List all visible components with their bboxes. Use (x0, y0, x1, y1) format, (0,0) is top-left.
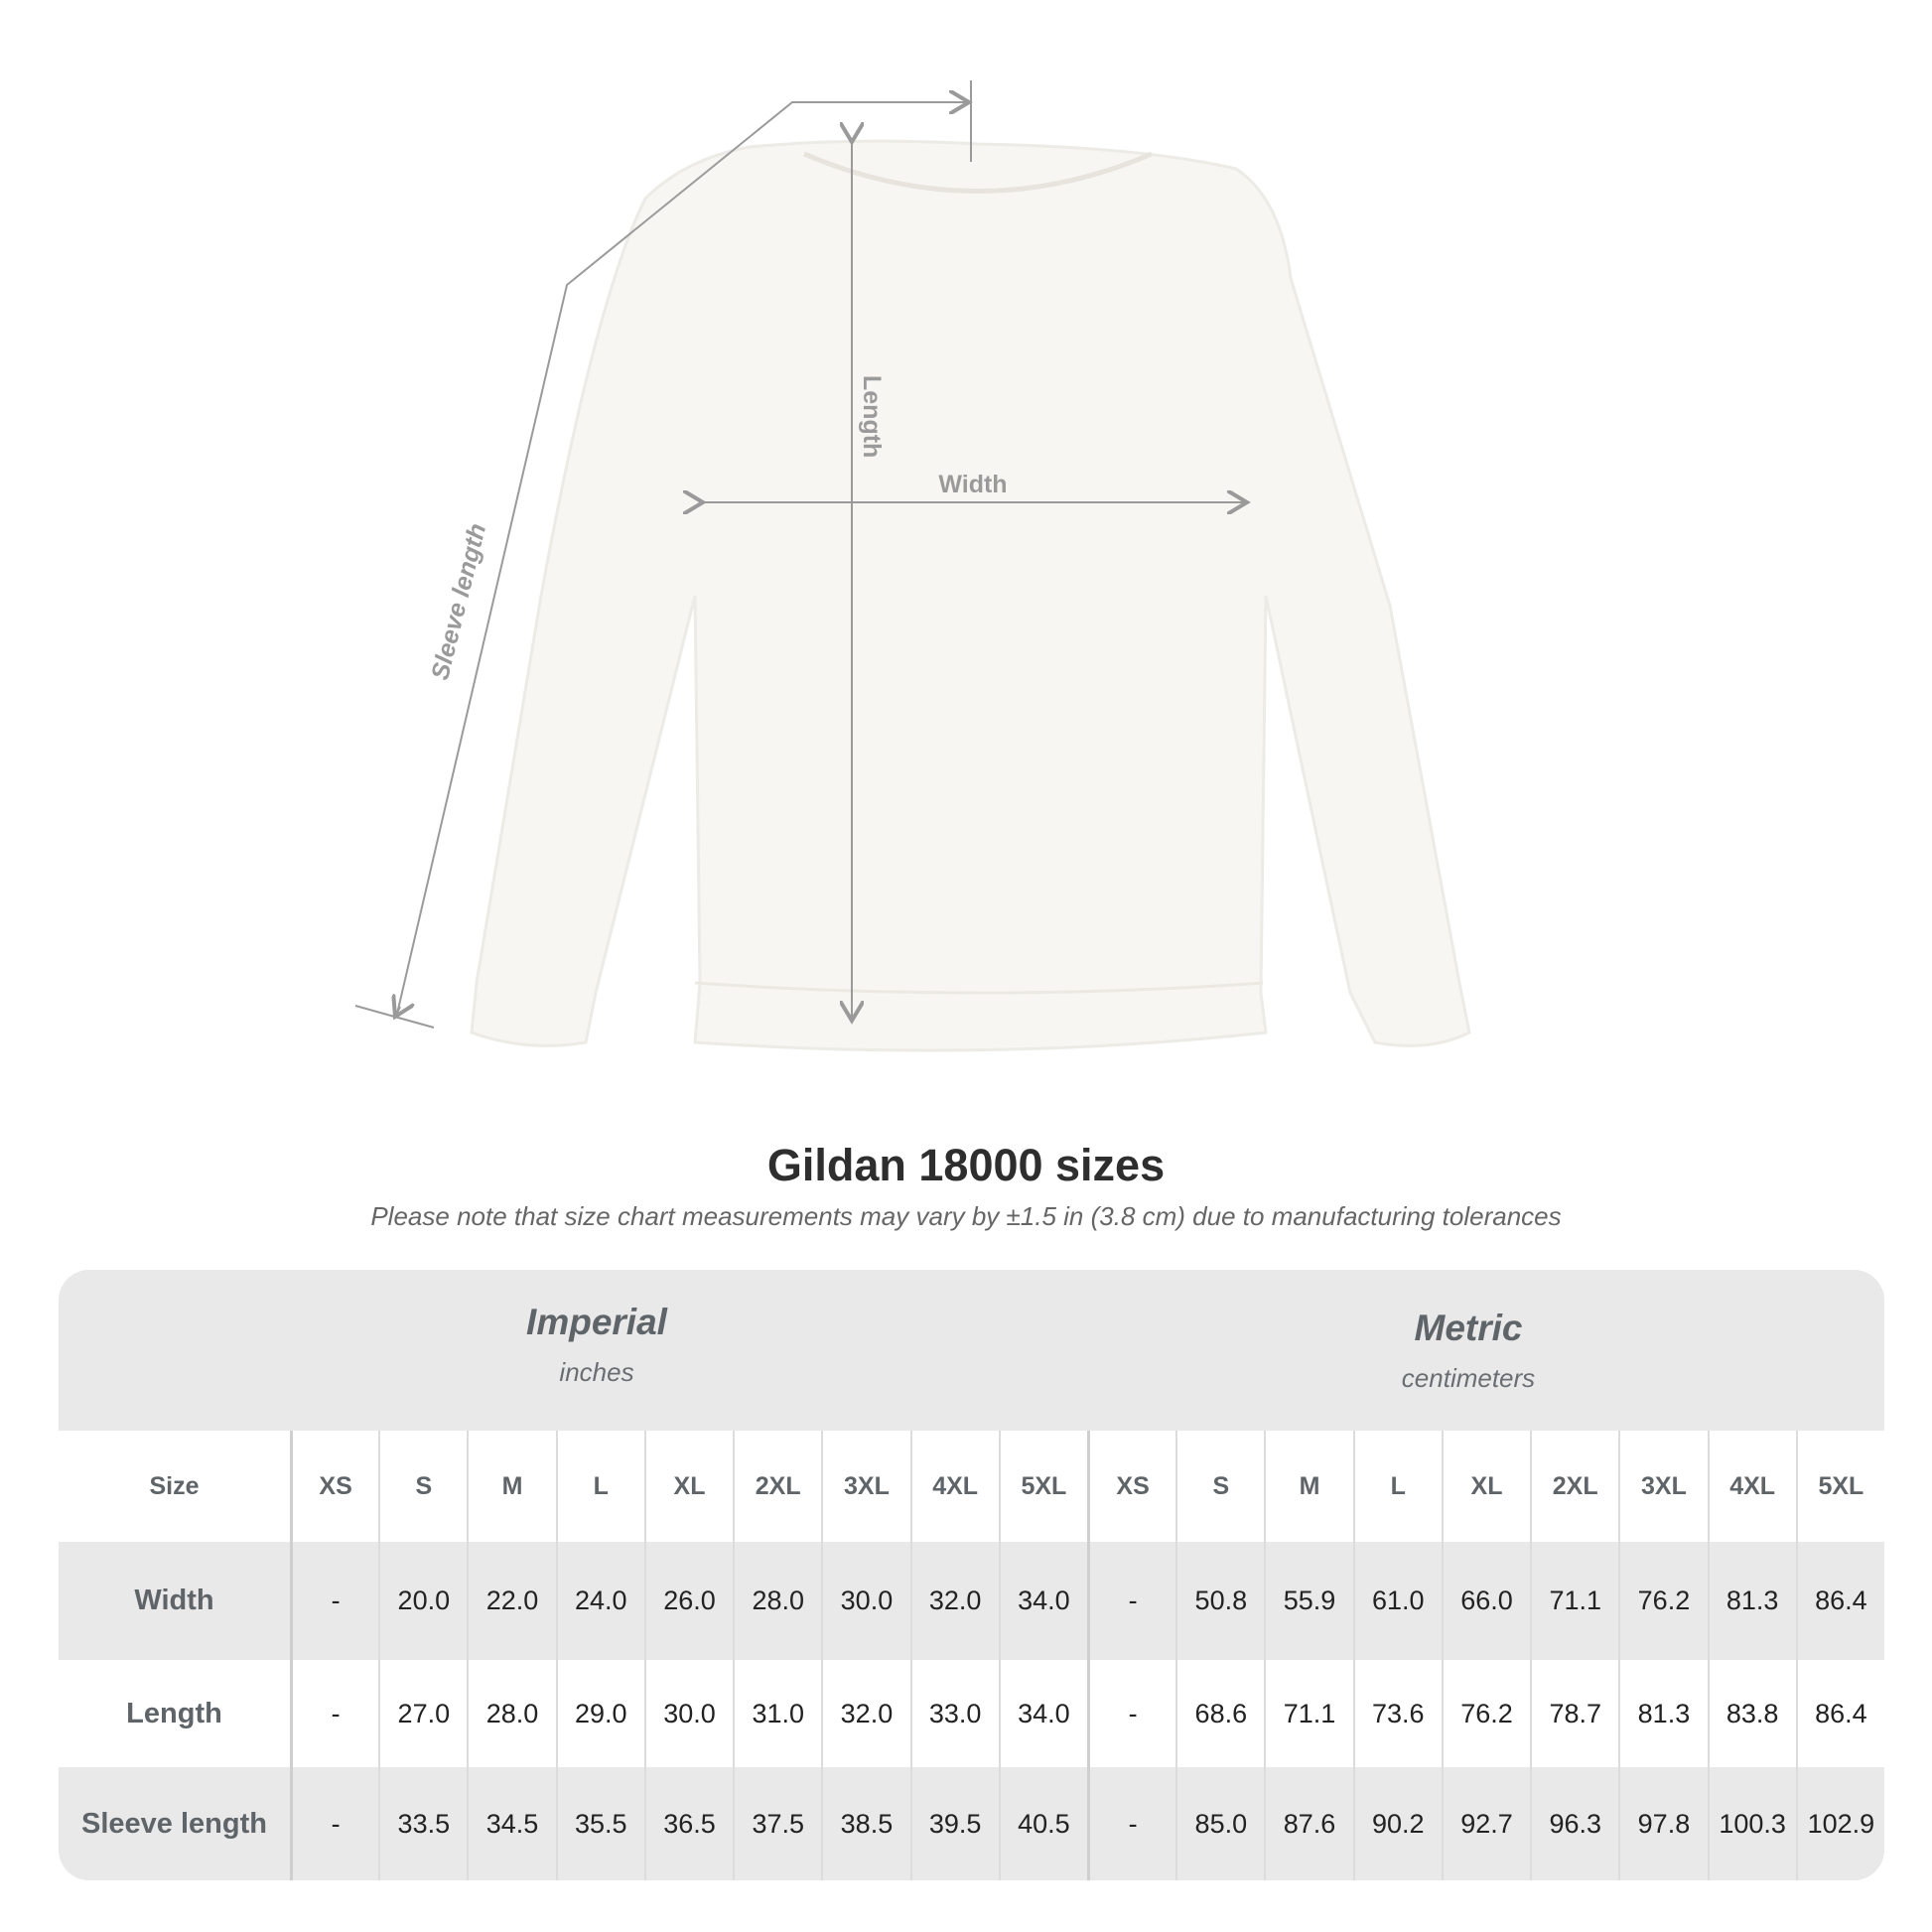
size-header-metric: M (1264, 1431, 1352, 1542)
page-title: Gildan 18000 sizes (766, 1140, 1166, 1190)
size-header-imperial: M (467, 1431, 555, 1542)
sweatshirt-image (470, 139, 1471, 1052)
imperial-value-cell: 22.0 (467, 1542, 555, 1660)
imperial-header: Imperial inches (526, 1302, 667, 1387)
imperial-value-cell: 33.0 (909, 1660, 999, 1767)
metric-value-cell: - (1086, 1767, 1175, 1880)
imperial-value-cell: 30.0 (643, 1660, 733, 1767)
size-header-metric: XS (1086, 1431, 1175, 1542)
size-header-imperial: XL (643, 1431, 733, 1542)
size-header-metric: 3XL (1618, 1431, 1707, 1542)
metric-value-cell: 83.8 (1707, 1660, 1796, 1767)
metric-value-cell: 86.4 (1795, 1660, 1884, 1767)
width-label: Width (938, 471, 1007, 498)
imperial-value-cell: 34.0 (998, 1660, 1087, 1767)
imperial-value-cell: 27.0 (378, 1660, 467, 1767)
metric-value-cell: 78.7 (1530, 1660, 1618, 1767)
metric-value-cell: 76.2 (1441, 1660, 1530, 1767)
metric-value-cell: 85.0 (1175, 1767, 1264, 1880)
sleeve-length-label: Sleeve length (426, 520, 491, 682)
imperial-value-cell: 39.5 (909, 1767, 999, 1880)
imperial-value-cell: - (290, 1767, 378, 1880)
row-label: Length (126, 1697, 222, 1729)
metric-value-cell: 92.7 (1441, 1767, 1530, 1880)
imperial-value-cell: 38.5 (821, 1767, 909, 1880)
metric-value-cell: 76.2 (1618, 1542, 1707, 1660)
measurement-lines (354, 80, 1247, 1029)
imperial-value-cell: - (290, 1542, 378, 1660)
size-table: Imperial inches Metric centimeters Size X… (59, 1270, 1884, 1880)
metric-value-cell: 81.3 (1618, 1660, 1707, 1767)
row-label: Size (149, 1471, 200, 1500)
imperial-value-cell: 36.5 (643, 1767, 733, 1880)
imperial-value-cell: 31.0 (733, 1660, 821, 1767)
imperial-value-cell: 32.0 (909, 1542, 999, 1660)
imperial-value-cell: 20.0 (378, 1542, 467, 1660)
sleeve-line (396, 101, 969, 1015)
size-header-metric: 5XL (1795, 1431, 1884, 1542)
imperial-value-cell: 26.0 (643, 1542, 733, 1660)
imperial-value-cell: 32.0 (821, 1660, 909, 1767)
imperial-value-cell: 30.0 (821, 1542, 909, 1660)
size-header-imperial: 3XL (821, 1431, 909, 1542)
metric-value-cell: 100.3 (1707, 1767, 1796, 1880)
size-header-imperial: 2XL (733, 1431, 821, 1542)
table-row: Length -27.0 28.0 29.0 30.0 31.0 32.0 33.0 34.0-… (59, 1660, 1884, 1767)
size-header-imperial: 5XL (998, 1431, 1087, 1542)
table-row: Width -20.0 22.0 24.0 26.0 28.0 30.0 32.0 34.0-5… (59, 1542, 1884, 1660)
metric-value-cell: 102.9 (1795, 1767, 1884, 1880)
table-row: Sleeve length -33.5 34.5 35.5 36.5 37.5 38.5 39… (59, 1767, 1884, 1880)
sweatshirt-diagram: Length Width Sleeve length (354, 80, 1471, 1052)
metric-value-cell: 71.1 (1264, 1660, 1352, 1767)
imperial-value-cell: 29.0 (555, 1660, 644, 1767)
imperial-value-cell: 40.5 (998, 1767, 1087, 1880)
metric-value-cell: 87.6 (1264, 1767, 1352, 1880)
metric-value-cell: 86.4 (1795, 1542, 1884, 1660)
imperial-value-cell: 28.0 (733, 1542, 821, 1660)
size-header-metric: 4XL (1707, 1431, 1796, 1542)
imperial-value-cell: 35.5 (555, 1767, 644, 1880)
metric-value-cell: 97.8 (1618, 1767, 1707, 1880)
imperial-value-cell: 24.0 (555, 1542, 644, 1660)
imperial-value-cell: 34.5 (467, 1767, 555, 1880)
metric-value-cell: 61.0 (1352, 1542, 1442, 1660)
size-header-imperial: S (378, 1431, 467, 1542)
metric-value-cell: 81.3 (1707, 1542, 1796, 1660)
tolerance-note: Please note that size chart measurements… (370, 1201, 1562, 1231)
imperial-value-cell: 28.0 (467, 1660, 555, 1767)
table-header: Imperial inches Metric centimeters (59, 1270, 1884, 1431)
metric-value-cell: 71.1 (1530, 1542, 1618, 1660)
row-label: Sleeve length (81, 1807, 267, 1840)
size-header-metric: L (1352, 1431, 1442, 1542)
size-header-metric: S (1175, 1431, 1264, 1542)
metric-value-cell: 96.3 (1530, 1767, 1618, 1880)
metric-value-cell: 68.6 (1175, 1660, 1264, 1767)
size-header-row: Size XS S M L XL 2XL 3XL 4XL 5XL XS S M L XL 2XL 3XL 4XL 5… (59, 1431, 1884, 1542)
size-header-imperial: 4XL (909, 1431, 999, 1542)
imperial-value-cell: - (290, 1660, 378, 1767)
size-header-metric: XL (1441, 1431, 1530, 1542)
metric-value-cell: 66.0 (1441, 1542, 1530, 1660)
length-label: Length (858, 375, 886, 458)
size-header-imperial: L (555, 1431, 644, 1542)
imperial-value-cell: 37.5 (733, 1767, 821, 1880)
metric-value-cell: - (1086, 1542, 1175, 1660)
imperial-value-cell: 34.0 (998, 1542, 1087, 1660)
metric-value-cell: 73.6 (1352, 1660, 1442, 1767)
size-header-imperial: XS (290, 1431, 378, 1542)
size-header-metric: 2XL (1530, 1431, 1618, 1542)
metric-value-cell: - (1086, 1660, 1175, 1767)
metric-value-cell: 90.2 (1352, 1767, 1442, 1880)
metric-value-cell: 50.8 (1175, 1542, 1264, 1660)
metric-header: Metric centimeters (1401, 1308, 1536, 1393)
metric-value-cell: 55.9 (1264, 1542, 1352, 1660)
row-label: Width (134, 1585, 214, 1616)
imperial-value-cell: 33.5 (378, 1767, 467, 1880)
